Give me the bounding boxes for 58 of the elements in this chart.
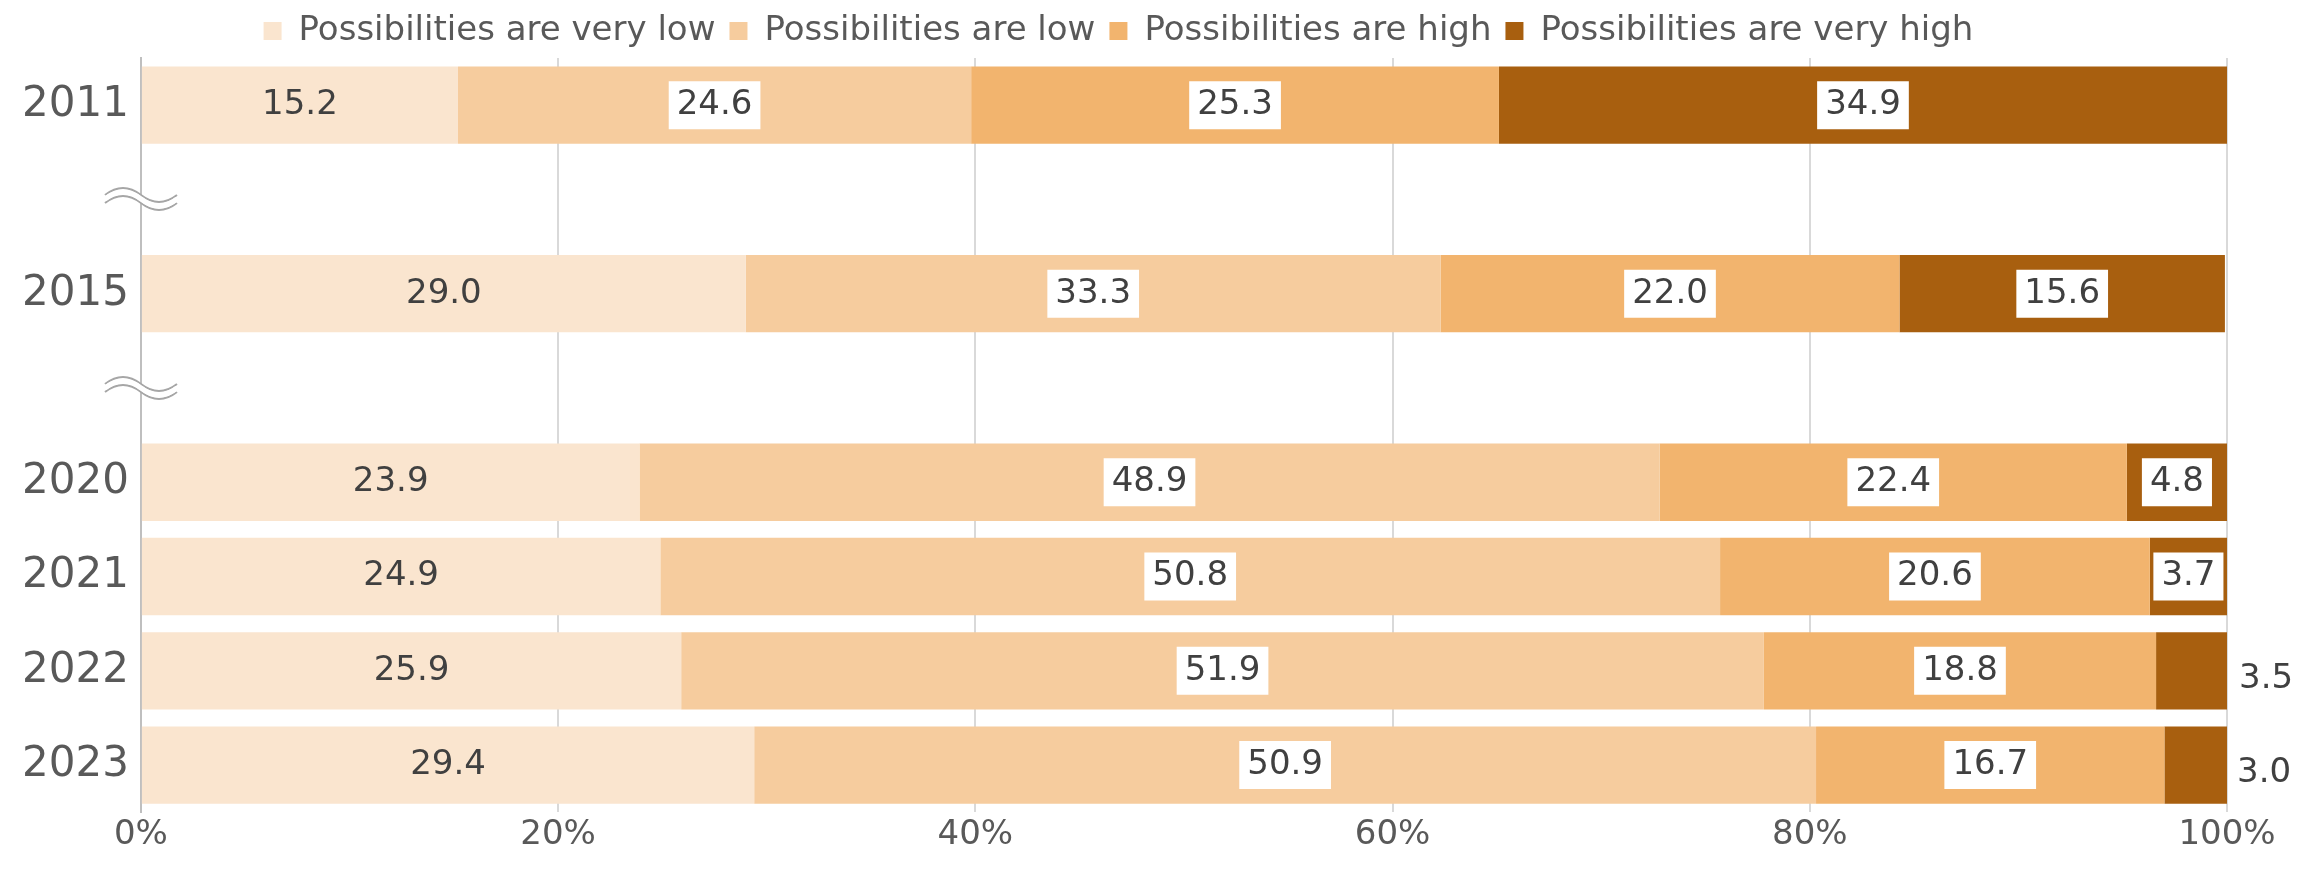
- bar: [141, 632, 682, 710]
- bar: [681, 632, 1764, 710]
- x-tick-label: 80%: [1771, 812, 1848, 853]
- bar: [141, 66, 458, 144]
- data-label: 48.9: [1111, 459, 1188, 500]
- y-tick-label: 2022: [22, 642, 129, 692]
- bar: [754, 726, 1817, 804]
- data-label: 29.0: [406, 270, 482, 311]
- data-label: 50.9: [1247, 741, 1323, 782]
- data-label: 50.8: [1152, 553, 1229, 594]
- y-tick-label: 2011: [22, 77, 129, 127]
- data-label: 3.7: [2161, 553, 2216, 594]
- legend-label: Possibilities are high: [1144, 7, 1492, 48]
- data-label: 25.9: [373, 647, 450, 688]
- y-tick-label: 2023: [22, 736, 129, 786]
- bar: [141, 537, 661, 616]
- data-label: 24.6: [676, 81, 753, 122]
- legend-label: Possibilities are very high: [1540, 7, 1974, 48]
- data-label: 51.9: [1184, 647, 1261, 688]
- data-label: 25.3: [1197, 81, 1273, 122]
- data-label: 24.9: [363, 553, 439, 594]
- bar: [1440, 255, 1900, 333]
- bar: [2164, 726, 2227, 804]
- legend-label: Possibilities are low: [764, 7, 1096, 48]
- bar: [141, 443, 640, 521]
- y-tick-label: 2015: [22, 265, 129, 315]
- bar: [1720, 537, 2150, 616]
- bar: [660, 537, 1721, 616]
- x-tick-label: 20%: [520, 812, 596, 853]
- data-label: 3.5: [2239, 655, 2294, 696]
- data-label: 15.6: [2024, 270, 2101, 311]
- bar: [141, 726, 755, 804]
- bar: [745, 255, 1441, 333]
- x-tick-label: 0%: [113, 812, 168, 853]
- data-label: 20.6: [1897, 553, 1973, 594]
- data-label: 29.4: [410, 741, 486, 782]
- bar: [1659, 443, 2127, 521]
- data-label: 34.9: [1825, 81, 1901, 122]
- bar: [1498, 66, 2227, 144]
- data-label: 22.4: [1855, 459, 1932, 500]
- bar: [457, 66, 972, 144]
- data-label: 33.3: [1055, 270, 1132, 311]
- x-tick-label: 60%: [1354, 812, 1431, 853]
- data-label: 15.2: [262, 81, 338, 122]
- data-label: 3.0: [2237, 749, 2292, 790]
- data-label: 16.7: [1952, 741, 2029, 782]
- bar: [141, 255, 746, 333]
- data-label: 18.8: [1922, 647, 1998, 688]
- x-tick-label: 40%: [937, 812, 1014, 853]
- bar: [639, 443, 1660, 521]
- y-tick-label: 2020: [22, 454, 129, 504]
- legend-label: Possibilities are very low: [298, 7, 716, 48]
- y-tick-label: 2021: [22, 548, 129, 598]
- data-label: 22.0: [1632, 270, 1708, 311]
- x-tick-label: 100%: [2178, 812, 2276, 853]
- data-label: 4.8: [2149, 459, 2204, 500]
- bar: [971, 66, 1499, 144]
- data-label: 23.9: [352, 459, 429, 500]
